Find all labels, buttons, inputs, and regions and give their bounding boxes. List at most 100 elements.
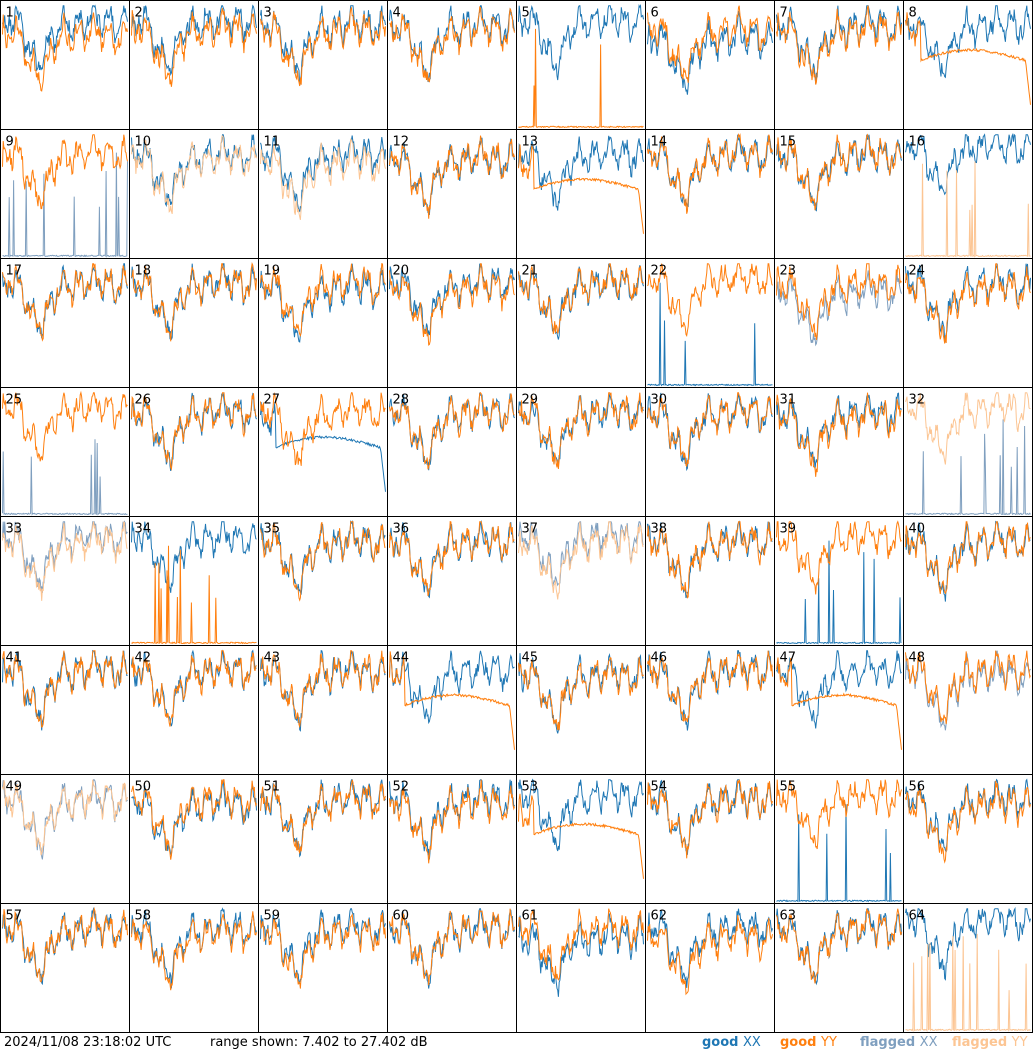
- yy-series-line: [260, 650, 386, 729]
- spectrum-panel: 8: [903, 0, 1033, 130]
- yy-series-line: [2, 521, 128, 601]
- panel-number: 16: [909, 135, 926, 150]
- yy-series-line: [647, 5, 773, 83]
- spectrum-panel: 61: [516, 903, 646, 1033]
- panel-number: 33: [6, 522, 23, 537]
- spectrum-panel: 35: [258, 516, 388, 646]
- spectrum-panel: 6: [645, 0, 775, 130]
- spectrum-panel: 38: [645, 516, 775, 646]
- spectrum-panel: 11: [258, 129, 388, 259]
- panel-number: 26: [135, 393, 152, 408]
- yy-series-line: [776, 657, 902, 750]
- spectrum-panel: 28: [387, 387, 517, 517]
- spectrum-panel: 49: [0, 774, 130, 904]
- xx-series-line: [776, 650, 902, 729]
- panel-number: 38: [651, 522, 668, 537]
- yy-series-line: [389, 391, 515, 470]
- yy-series-line: [389, 5, 515, 83]
- spectrum-panel: 15: [774, 129, 904, 259]
- yy-series-line: [905, 263, 1031, 344]
- yy-series-line: [131, 392, 257, 471]
- spectrum-panel: 23: [774, 258, 904, 388]
- spectrum-panel: 39: [774, 516, 904, 646]
- spectrum-panel: 44: [387, 645, 517, 775]
- yy-series-line: [260, 138, 386, 221]
- panel-number: 2: [135, 6, 143, 21]
- yy-series-line: [131, 911, 257, 991]
- yy-series-line: [905, 161, 1031, 258]
- panel-number: 64: [909, 909, 926, 924]
- panel-number: 61: [522, 909, 539, 924]
- yy-series-line: [260, 779, 386, 855]
- panel-number: 18: [135, 264, 152, 279]
- panel-number: 23: [780, 264, 797, 279]
- panel-number: 59: [264, 909, 281, 924]
- yy-series-line: [2, 906, 128, 983]
- spectrum-panel: 54: [645, 774, 775, 904]
- yy-series-line: [905, 780, 1031, 864]
- panel-number: 24: [909, 264, 926, 279]
- spectrum-panel: 43: [258, 645, 388, 775]
- panel-number: 27: [264, 393, 281, 408]
- spectrum-panel: 59: [258, 903, 388, 1033]
- range-readout: range shown: 7.402 to 27.402 dB: [210, 1035, 428, 1050]
- yy-series-line: [518, 521, 644, 600]
- xx-series-line: [2, 152, 128, 259]
- yy-series-line: [647, 521, 773, 599]
- yy-series-line: [260, 392, 386, 466]
- yy-series-line: [131, 545, 257, 645]
- panel-number: 14: [651, 135, 668, 150]
- xx-series-line: [647, 10, 773, 95]
- legend-pol: YY: [1011, 1035, 1028, 1050]
- spectrum-panel: 3: [258, 0, 388, 130]
- legend-label: good: [702, 1035, 743, 1050]
- spectrum-panel: 57: [0, 903, 130, 1033]
- panel-number: 63: [780, 909, 797, 924]
- spectrum-panel: 40: [903, 516, 1033, 646]
- panel-number: 52: [393, 780, 410, 795]
- legend-label: good: [780, 1035, 821, 1050]
- yy-series-line: [131, 650, 257, 727]
- panel-number: 55: [780, 780, 797, 795]
- panel-number: 43: [264, 651, 281, 666]
- yy-series-line: [776, 520, 902, 595]
- panel-number: 34: [135, 522, 152, 537]
- spectrum-panel: 34: [129, 516, 259, 646]
- yy-series-line: [776, 263, 902, 341]
- spectrum-panel: 30: [645, 387, 775, 517]
- xx-series-line: [647, 908, 773, 988]
- yy-series-line: [905, 521, 1031, 595]
- spectrum-panel: 25: [0, 387, 130, 517]
- panel-number: 51: [264, 780, 281, 795]
- yy-series-line: [131, 135, 257, 214]
- yy-series-line: [647, 779, 773, 859]
- panel-number: 57: [6, 909, 23, 924]
- spectrum-panel: 56: [903, 774, 1033, 904]
- spectrum-panel: 10: [129, 129, 259, 259]
- xx-series-line: [647, 282, 773, 387]
- spectrum-panel: 32: [903, 387, 1033, 517]
- xx-series-line: [776, 804, 902, 903]
- spectrum-panel: 60: [387, 903, 517, 1033]
- spectrum-panel: 7: [774, 0, 904, 130]
- panel-number: 37: [522, 522, 539, 537]
- xx-series-line: [518, 778, 644, 852]
- yy-series-line: [2, 390, 128, 462]
- yy-series-line: [518, 656, 644, 731]
- spectrum-panel: 37: [516, 516, 646, 646]
- yy-series-line: [905, 392, 1031, 465]
- yy-series-line: [2, 134, 128, 210]
- spectrum-panel: 45: [516, 645, 646, 775]
- panel-number: 41: [6, 651, 23, 666]
- spectrum-panel: 33: [0, 516, 130, 646]
- spectrum-panel: 21: [516, 258, 646, 388]
- spectrum-panel: 50: [129, 774, 259, 904]
- yy-series-line: [2, 263, 128, 342]
- spectrum-panel: 48: [903, 645, 1033, 775]
- spectrum-panel: 58: [129, 903, 259, 1033]
- panel-number: 30: [651, 393, 668, 408]
- legend-pol: XX: [919, 1035, 938, 1050]
- panel-number: 60: [393, 909, 410, 924]
- spectrum-panel: 64: [903, 903, 1033, 1033]
- panel-number: 53: [522, 780, 539, 795]
